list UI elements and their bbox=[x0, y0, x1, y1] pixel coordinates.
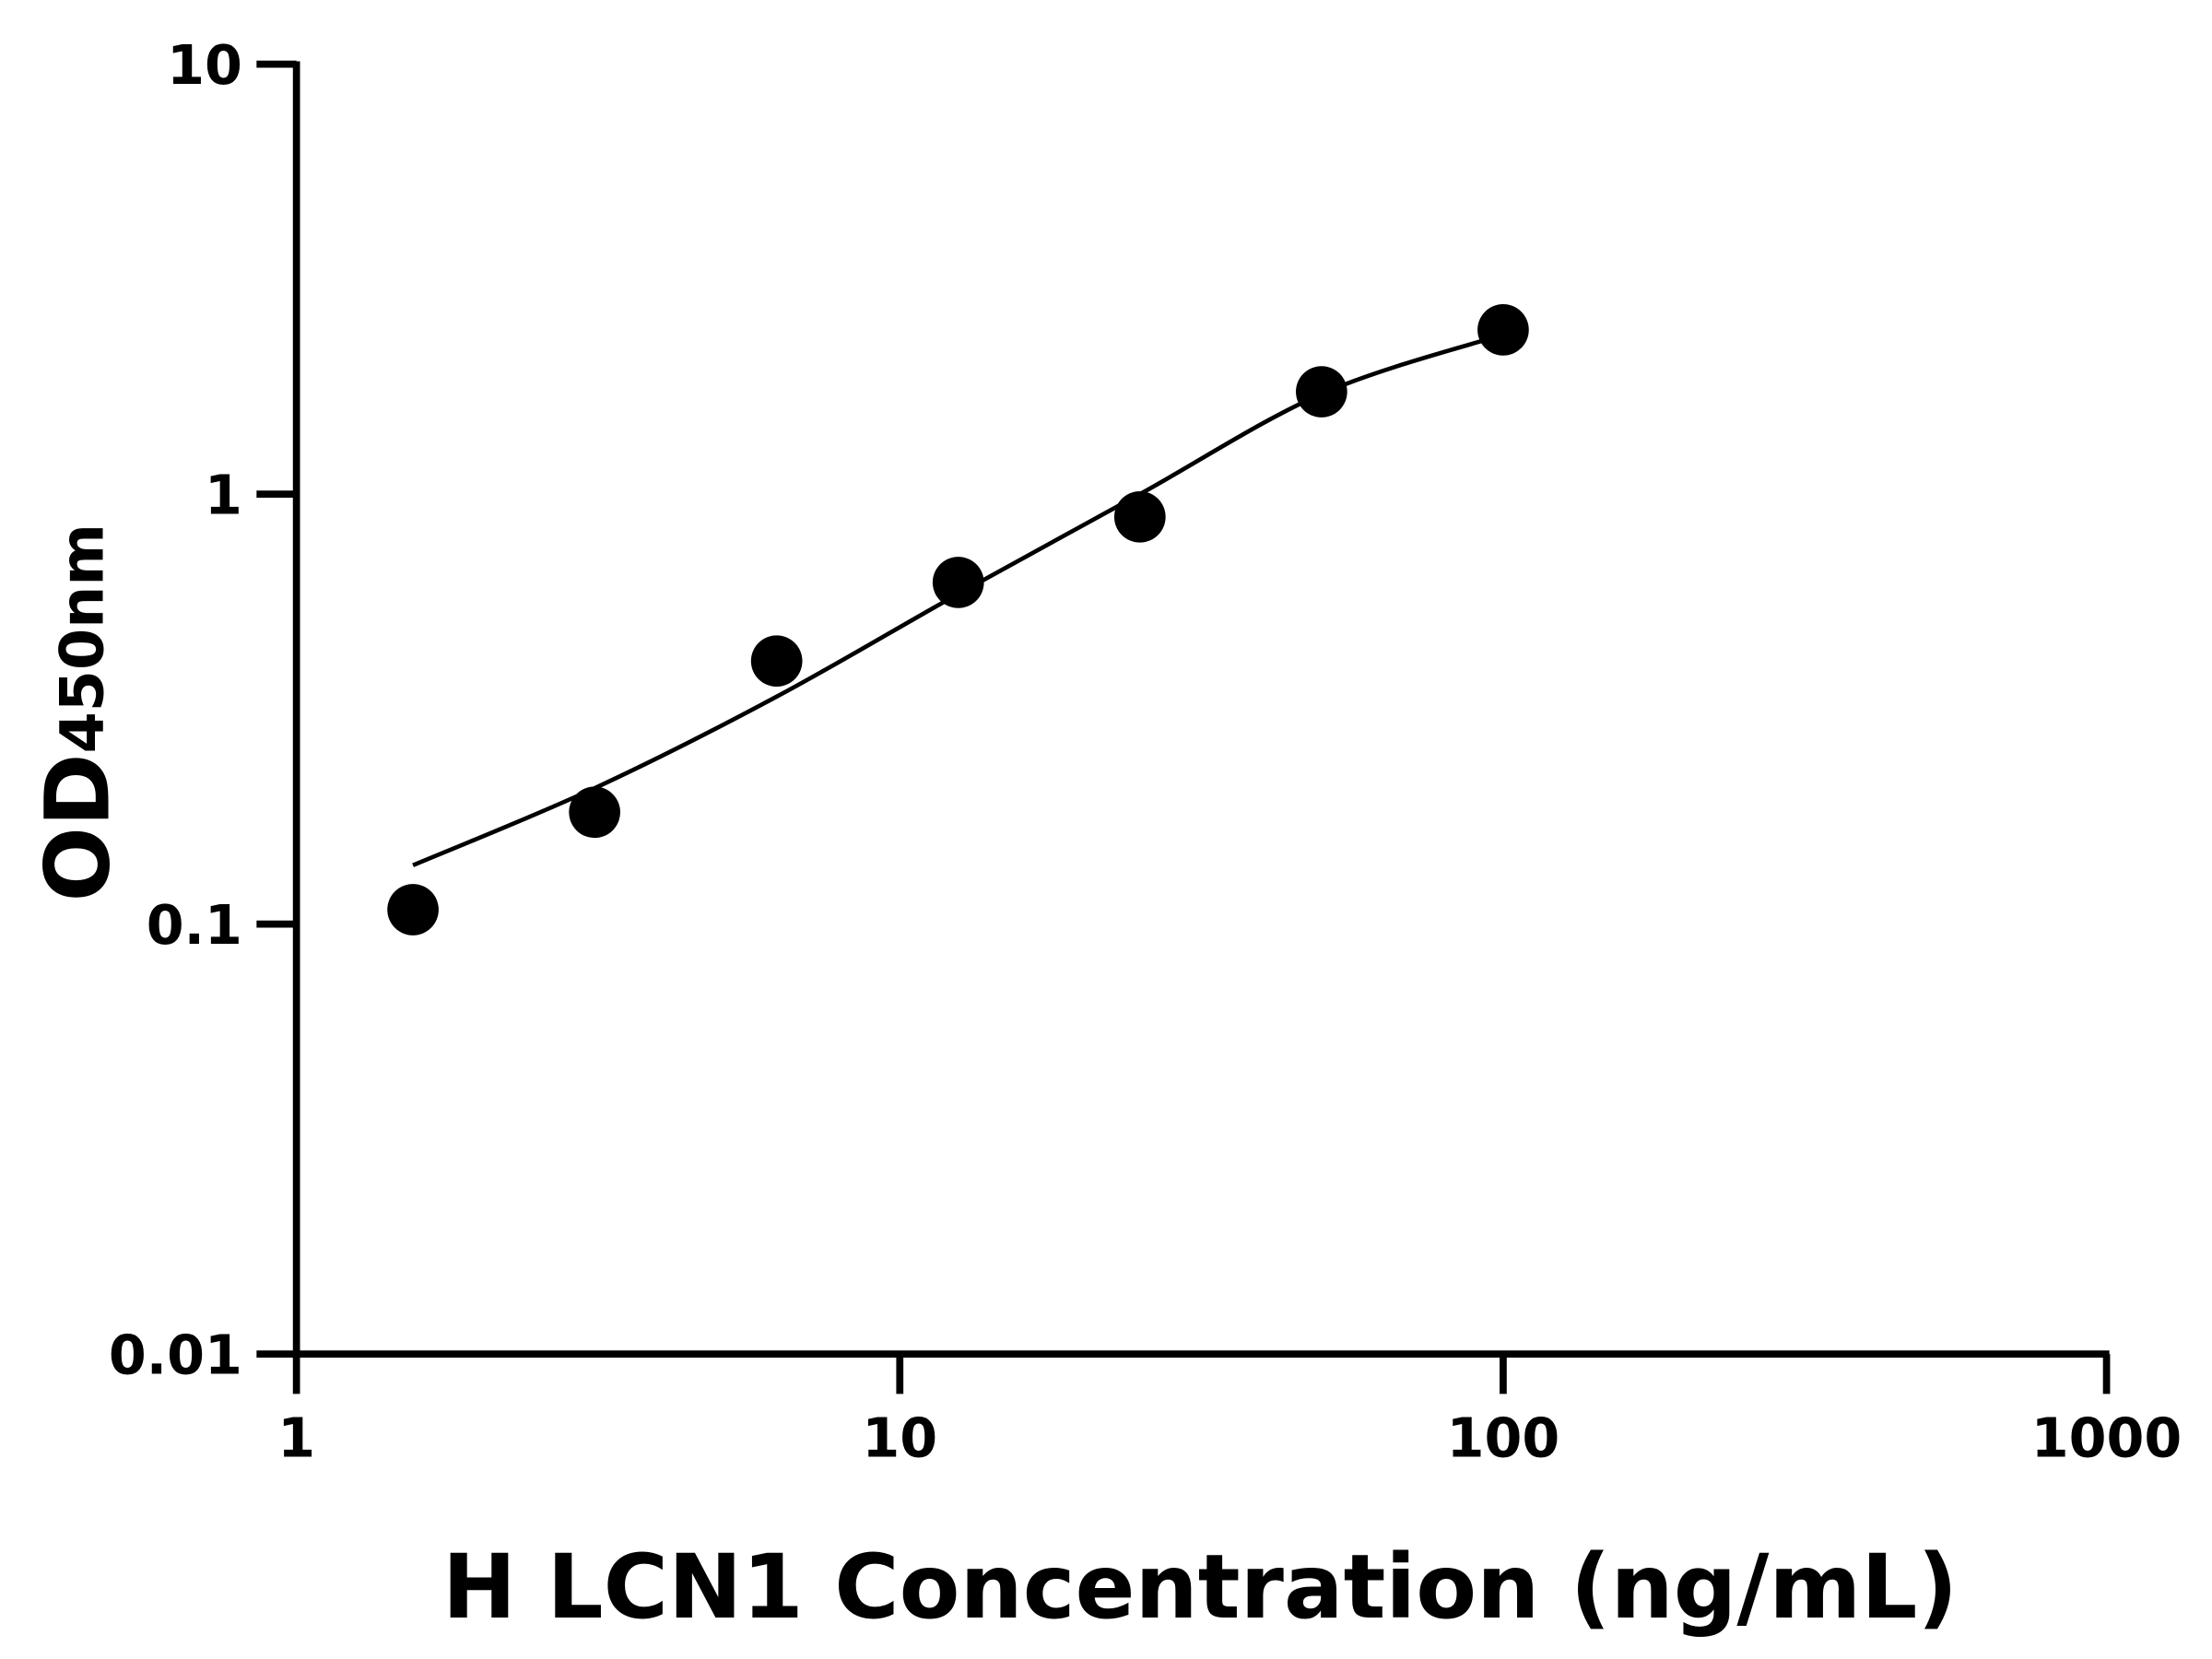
data-point bbox=[1477, 304, 1529, 356]
data-point bbox=[569, 786, 620, 839]
data-point bbox=[750, 635, 803, 688]
y-axis-label-subscript: 450nm bbox=[48, 524, 117, 753]
data-points bbox=[387, 304, 1529, 935]
data-point bbox=[1296, 366, 1347, 418]
data-point bbox=[387, 884, 439, 935]
y-tick-label: 1 bbox=[205, 464, 242, 527]
x-axis-label: H LCN1 Concentration (ng/mL) bbox=[442, 1535, 1958, 1639]
x-tick-label: 1 bbox=[277, 1406, 315, 1469]
axes bbox=[292, 61, 2110, 1359]
y-axis-label-main: OD bbox=[27, 753, 130, 901]
y-ticks: 0.01 0.1 1 10 bbox=[109, 33, 297, 1387]
x-tick-label: 10 bbox=[862, 1406, 937, 1469]
x-tick-label: 1000 bbox=[2031, 1406, 2183, 1469]
data-point bbox=[1113, 490, 1166, 543]
x-ticks: 1 10 100 1000 bbox=[277, 1354, 2182, 1469]
y-tick-label: 0.01 bbox=[109, 1324, 242, 1387]
data-point bbox=[932, 557, 984, 608]
y-axis-label: OD450nm bbox=[27, 524, 130, 902]
x-tick-label: 100 bbox=[1447, 1406, 1560, 1469]
y-tick-label: 0.1 bbox=[147, 893, 242, 957]
y-tick-label: 10 bbox=[167, 33, 242, 97]
